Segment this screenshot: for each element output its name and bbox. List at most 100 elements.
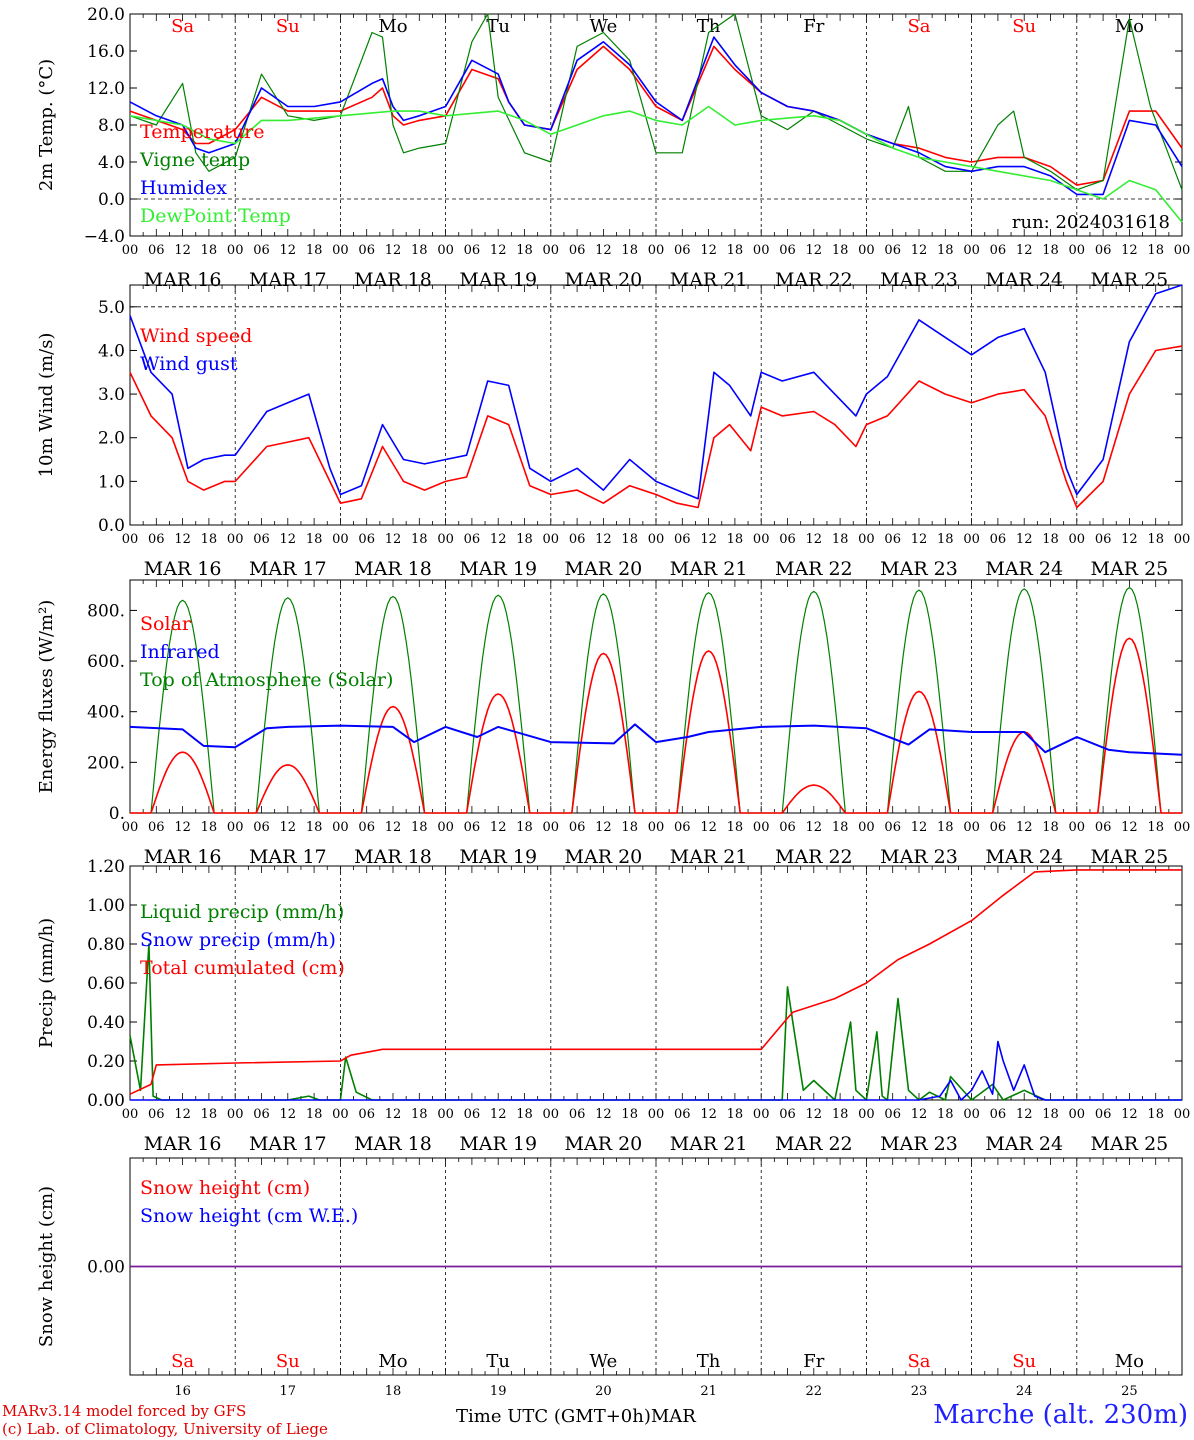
day-letter: We — [590, 16, 618, 37]
day-letter: Tu — [486, 1351, 510, 1372]
hour-tick-label: 18 — [201, 532, 218, 547]
date-label: MAR 16 — [144, 1133, 222, 1155]
hour-tick-label: 00 — [753, 243, 770, 258]
hour-tick-label: 18 — [411, 532, 428, 547]
hour-tick-label: 00 — [648, 532, 665, 547]
hour-tick-label: 00 — [648, 1107, 665, 1122]
hour-tick-label: 06 — [253, 243, 270, 258]
y-tick-label: 20.0 — [87, 5, 125, 25]
hour-tick-label: 00 — [122, 1107, 139, 1122]
date-label: MAR 18 — [354, 846, 432, 868]
hour-tick-label: 06 — [253, 1107, 270, 1122]
day-letter: Mo — [378, 1351, 407, 1372]
hour-tick-label: 12 — [806, 1107, 823, 1122]
y-tick-label: −4.0 — [84, 227, 125, 247]
hour-tick-label: 00 — [122, 243, 139, 258]
day-letter: Tu — [486, 16, 510, 37]
hour-tick-label: 18 — [201, 243, 218, 258]
hour-tick-label: 18 — [1147, 820, 1164, 835]
date-label: MAR 19 — [459, 558, 537, 580]
day-letter: Th — [697, 16, 721, 37]
series-wind-speed — [129, 345, 1183, 509]
hour-tick-label: 00 — [963, 820, 980, 835]
hour-tick-label: 12 — [700, 243, 717, 258]
hour-tick-label: 12 — [806, 243, 823, 258]
hour-tick-label: 06 — [253, 820, 270, 835]
y-tick-label: 0.20 — [87, 1052, 125, 1072]
hour-tick-label: 00 — [543, 532, 560, 547]
day-letter: Mo — [1115, 16, 1144, 37]
series-dewpoint-temp — [129, 105, 1183, 223]
y-tick-label: 4.0 — [98, 153, 125, 173]
hour-tick-label: 00 — [332, 243, 349, 258]
date-label: MAR 20 — [565, 1133, 643, 1155]
hour-tick-label: 12 — [1016, 532, 1033, 547]
hour-tick-label: 00 — [963, 243, 980, 258]
hour-tick-label: 06 — [358, 243, 375, 258]
hour-tick-label: 18 — [1042, 532, 1059, 547]
date-label: MAR 18 — [354, 558, 432, 580]
day-letter: Sa — [171, 1351, 194, 1372]
legend-wind-speed: Wind speed — [140, 325, 252, 347]
hour-tick-label: 06 — [884, 532, 901, 547]
hour-tick-label: 12 — [1121, 820, 1138, 835]
hour-tick-label: 06 — [1095, 243, 1112, 258]
hour-tick-label: 18 — [411, 820, 428, 835]
hour-tick-label: 00 — [122, 820, 139, 835]
hour-tick-label: 18 — [1042, 243, 1059, 258]
series-temperature — [129, 45, 1183, 186]
hour-tick-label: 18 — [306, 1107, 323, 1122]
hour-tick-label: 12 — [280, 820, 297, 835]
hour-tick-label: 06 — [884, 820, 901, 835]
hour-tick-label: 06 — [464, 532, 481, 547]
hour-tick-label: 12 — [1016, 243, 1033, 258]
hour-tick-label: 00 — [1069, 532, 1086, 547]
hour-tick-label: 12 — [1016, 1107, 1033, 1122]
day-letter: Su — [1012, 1351, 1036, 1372]
hour-tick-label: 12 — [1121, 243, 1138, 258]
hour-tick-label: 12 — [280, 243, 297, 258]
day-number: 24 — [1016, 1384, 1033, 1399]
series-wind-gust — [129, 284, 1183, 500]
legend-snow-precip-mm-h-: Snow precip (mm/h) — [140, 929, 336, 951]
hour-tick-label: 12 — [595, 1107, 612, 1122]
day-letter: Mo — [378, 16, 407, 37]
date-label: MAR 20 — [565, 558, 643, 580]
hour-tick-label: 18 — [621, 820, 638, 835]
hour-tick-label: 12 — [385, 532, 402, 547]
legend-liquid-precip-mm-h-: Liquid precip (mm/h) — [140, 901, 344, 923]
hour-tick-label: 12 — [806, 820, 823, 835]
hour-tick-label: 00 — [753, 1107, 770, 1122]
legend-temperature: Temperature — [140, 121, 264, 143]
hour-tick-label: 12 — [1016, 820, 1033, 835]
hour-tick-label: 00 — [1174, 532, 1191, 547]
y-tick-label: 16.0 — [87, 42, 125, 62]
hour-tick-label: 00 — [858, 820, 875, 835]
hour-tick-label: 12 — [700, 532, 717, 547]
hour-tick-label: 00 — [227, 1107, 244, 1122]
hour-tick-label: 06 — [569, 532, 586, 547]
hour-tick-label: 18 — [306, 820, 323, 835]
day-number: 22 — [806, 1384, 823, 1399]
date-label: MAR 22 — [775, 1133, 853, 1155]
y-axis-label: Snow height (cm) — [36, 1186, 57, 1347]
hour-tick-label: 00 — [1174, 1107, 1191, 1122]
hour-tick-label: 18 — [832, 1107, 849, 1122]
date-label: MAR 16 — [144, 846, 222, 868]
hour-tick-label: 18 — [516, 243, 533, 258]
day-number: 16 — [174, 1384, 191, 1399]
hour-tick-label: 06 — [990, 1107, 1007, 1122]
hour-tick-label: 12 — [385, 243, 402, 258]
hour-tick-label: 18 — [306, 243, 323, 258]
day-letter: We — [590, 1351, 618, 1372]
hour-tick-label: 06 — [1095, 532, 1112, 547]
hour-tick-label: 06 — [779, 532, 796, 547]
hour-tick-label: 18 — [516, 1107, 533, 1122]
hour-tick-label: 06 — [674, 532, 691, 547]
meteogram: 20.0 16.0 12.0 8.0 4.0 0.0 −4.0 2m Temp. (°C) 00… — [36, 5, 1191, 1399]
hour-tick-label: 12 — [490, 1107, 507, 1122]
day-number: 19 — [490, 1384, 507, 1399]
hour-tick-label: 12 — [806, 532, 823, 547]
y-tick-label: 1.0 — [98, 472, 125, 492]
hour-tick-label: 00 — [543, 243, 560, 258]
